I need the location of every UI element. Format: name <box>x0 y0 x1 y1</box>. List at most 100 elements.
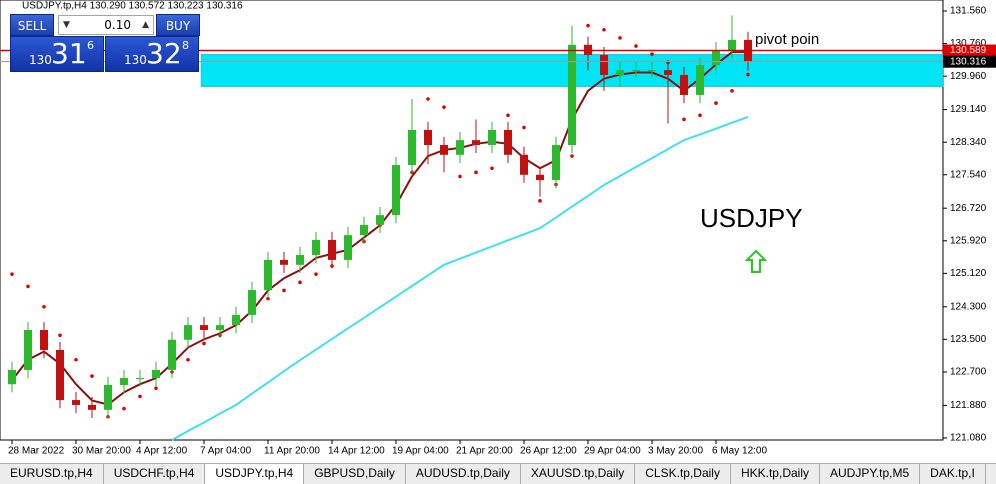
tab-bar: EURUSD.tp,H4 USDCHF.tp,H4 USDJPY.tp,H4 GBPU… <box>0 463 996 484</box>
sar-dot <box>10 272 14 276</box>
sar-dot <box>698 113 702 118</box>
candle-body <box>312 239 320 256</box>
sar-dot <box>506 113 510 118</box>
candle-body <box>296 255 304 265</box>
icon: ▲ <box>142 20 149 30</box>
candle-body <box>408 129 416 165</box>
candle-body <box>568 44 576 146</box>
candle-body <box>664 70 672 75</box>
candle-body <box>104 385 112 410</box>
lot-input[interactable]: ▼ 0.10 ▲ <box>58 15 154 35</box>
price-label: 130.316 <box>950 56 987 67</box>
buy-quote[interactable]: 130 32 8 <box>105 36 199 72</box>
candle-body <box>40 330 48 350</box>
sar-dot <box>650 52 654 56</box>
candle-body <box>424 129 432 146</box>
tab[interactable]: EURUSD.tp,H4 <box>0 464 104 484</box>
x-tick-label: 11 Apr 20:00 <box>264 446 320 457</box>
x-tick-label: 7 Apr 04:00 <box>200 446 252 457</box>
x-tick-label: 21 Apr 20:00 <box>456 446 513 457</box>
candle-body <box>280 259 288 265</box>
candle-body <box>168 339 176 370</box>
x-tick-label: 6 May 12:00 <box>712 446 767 457</box>
candle-body <box>488 129 496 146</box>
tab[interactable]: AUDUSD.tp,Daily <box>406 464 521 484</box>
sar-dot <box>586 23 590 28</box>
buy-button[interactable]: BUY <box>156 14 200 36</box>
price-label: 130.589 <box>950 45 987 56</box>
price-pips: 32 <box>146 37 182 70</box>
candle-body <box>536 174 544 181</box>
y-tick-label: 124.300 <box>950 301 987 312</box>
price-box <box>943 55 996 68</box>
sar-dot <box>186 357 190 362</box>
y-tick-label: 121.080 <box>950 433 987 444</box>
x-tick-label: 30 Mar 20:00 <box>72 446 131 457</box>
tab[interactable]: USDCHF.tp,H4 <box>104 464 206 484</box>
candle-body <box>328 239 336 260</box>
annotation: USDJPY <box>700 203 803 233</box>
y-tick-label: 128.340 <box>950 137 987 148</box>
candle-body <box>136 378 144 380</box>
candle-body <box>520 154 528 175</box>
candle-body <box>152 369 160 379</box>
sar-dot <box>442 105 446 109</box>
sar-dot <box>154 386 158 391</box>
sar-dot <box>538 199 542 203</box>
tab[interactable]: GBPUSD,Daily <box>304 464 406 484</box>
y-tick-label: 130.760 <box>950 38 987 49</box>
candle-body <box>344 235 352 260</box>
price-box <box>943 44 996 57</box>
x-tick-label: 29 Apr 04:00 <box>584 446 641 457</box>
candle-body <box>56 349 64 401</box>
y-tick-label: 129.960 <box>950 71 987 82</box>
candle-body <box>376 215 384 225</box>
sar-dot <box>730 89 734 93</box>
sar-dot <box>682 117 686 122</box>
sell-button[interactable]: SELL <box>10 14 54 36</box>
price-big: 130 <box>29 53 52 67</box>
candle-body <box>696 65 704 95</box>
arrow-icon <box>744 249 768 273</box>
tab[interactable]: HKK.tp,Daily <box>731 464 820 484</box>
tab[interactable]: AUDJPY.tp,M5 <box>820 464 921 484</box>
sell-quote[interactable]: 130 31 6 <box>10 36 104 72</box>
x-tick-label: 28 Mar 2022 <box>8 446 65 457</box>
tab[interactable]: USDJPY.tp,H4 <box>205 464 305 484</box>
candle-body <box>616 70 624 75</box>
tab[interactable]: DAK.tp,I <box>920 464 986 484</box>
y-tick-label: 126.720 <box>950 203 987 214</box>
sar-dot <box>634 44 638 48</box>
x-tick-label: 4 Apr 12:00 <box>136 446 188 457</box>
y-tick-label: 131.560 <box>950 6 987 17</box>
candle-body <box>248 290 256 315</box>
y-tick-label: 122.700 <box>950 367 987 378</box>
sar-dot <box>618 36 622 40</box>
sar-dot <box>138 394 142 399</box>
candle-body <box>72 400 80 405</box>
sar-dot <box>474 170 478 175</box>
candle-body <box>600 55 608 75</box>
candle-body <box>184 325 192 340</box>
sar-dot <box>202 341 206 346</box>
candle-body <box>632 70 640 72</box>
sar-dot <box>314 272 318 276</box>
x-tick-label: 3 May 20:00 <box>648 446 703 457</box>
y-tick-label: 125.920 <box>950 235 987 246</box>
sar-dot <box>266 296 270 301</box>
trade-panel: SELL ▼ 0.10 ▲ BUY 130 31 6 130 32 8 <box>10 14 200 72</box>
sar-dot <box>122 406 126 411</box>
candle-body <box>24 330 32 370</box>
icon: ▼ <box>63 20 70 30</box>
sar-dot <box>26 284 30 289</box>
sar-dot <box>426 97 430 101</box>
y-tick-label: 125.120 <box>950 268 987 279</box>
tab[interactable]: CLSK.tp,Daily <box>635 464 731 484</box>
tab[interactable]: XAUUSD.tp,Daily <box>521 464 636 484</box>
candle-body <box>680 74 688 95</box>
sar-dot <box>714 101 718 105</box>
sar-dot <box>42 304 46 309</box>
candle-body <box>504 129 512 155</box>
y-tick-label: 121.880 <box>950 400 987 411</box>
